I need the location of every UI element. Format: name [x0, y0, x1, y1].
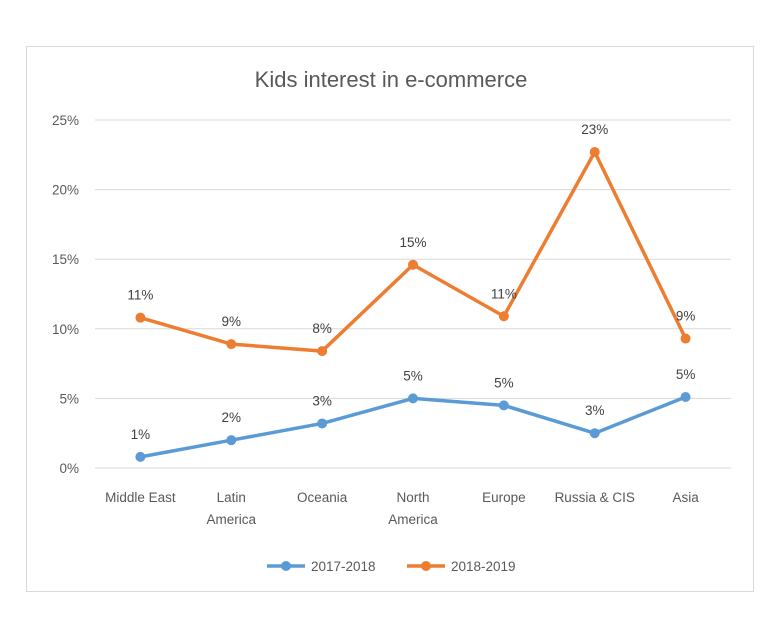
- data-point: [317, 346, 328, 357]
- data-labels: 1% 2% 3% 5% 5% 3% 5% 11% 9% 8% 15% 11% 23% 9%: [127, 122, 695, 442]
- x-tick-label: Asia: [672, 490, 699, 505]
- data-point: [317, 418, 328, 429]
- data-label: 11%: [127, 288, 153, 303]
- y-tick-label: 25%: [52, 113, 79, 128]
- data-point: [589, 147, 600, 158]
- x-tick-label: North: [396, 490, 429, 505]
- legend: 2017-2018 2018-2019: [267, 559, 516, 574]
- y-axis-ticks: 0% 5% 10% 15% 20% 25%: [52, 113, 79, 476]
- data-label: 9%: [676, 309, 696, 324]
- data-label: 5%: [494, 375, 514, 390]
- data-point: [498, 400, 509, 411]
- legend-entry-1: 2017-2018: [311, 559, 376, 574]
- y-tick-label: 15%: [52, 252, 79, 267]
- data-label: 5%: [676, 367, 696, 382]
- chart-frame: Kids interest in e-commerce 0% 5% 10% 15% 20…: [26, 46, 754, 592]
- data-point: [589, 428, 600, 439]
- data-point: [135, 451, 146, 462]
- data-point: [226, 339, 237, 350]
- data-label: 1%: [131, 427, 151, 442]
- y-tick-label: 5%: [59, 391, 79, 406]
- y-tick-label: 20%: [52, 183, 79, 198]
- x-tick-label: Russia & CIS: [555, 490, 635, 505]
- gridlines: [95, 119, 731, 469]
- x-tick-label: America: [207, 512, 257, 527]
- data-label: 3%: [312, 393, 332, 408]
- data-point: [135, 312, 146, 323]
- y-tick-label: 10%: [52, 322, 79, 337]
- data-label: 11%: [491, 286, 517, 301]
- data-label: 3%: [585, 403, 605, 418]
- series-layer: [135, 147, 691, 462]
- line-chart: Kids interest in e-commerce 0% 5% 10% 15% 20…: [52, 67, 731, 574]
- x-tick-label: Europe: [482, 490, 526, 505]
- data-point: [226, 435, 237, 446]
- data-point: [408, 259, 418, 270]
- legend-swatch-marker: [281, 561, 291, 571]
- chart-title: Kids interest in e-commerce: [255, 67, 528, 92]
- data-point: [680, 333, 691, 344]
- x-tick-label: Middle East: [105, 490, 176, 505]
- data-label: 9%: [222, 314, 242, 329]
- x-tick-label: Oceania: [297, 490, 348, 505]
- data-label: 2%: [222, 410, 242, 425]
- data-label: 23%: [581, 122, 608, 137]
- legend-swatch-marker: [421, 561, 431, 571]
- data-point: [498, 311, 509, 322]
- x-axis-ticks: Middle East Latin America Oceania North Ameri…: [105, 490, 699, 527]
- data-point: [408, 393, 418, 404]
- x-tick-label: Latin: [217, 490, 246, 505]
- data-point: [680, 392, 691, 403]
- data-label: 15%: [399, 235, 426, 250]
- data-label: 5%: [403, 368, 423, 383]
- x-tick-label: America: [388, 512, 438, 527]
- y-tick-label: 0%: [59, 461, 79, 476]
- data-label: 8%: [312, 321, 332, 336]
- legend-entry-2: 2018-2019: [451, 559, 516, 574]
